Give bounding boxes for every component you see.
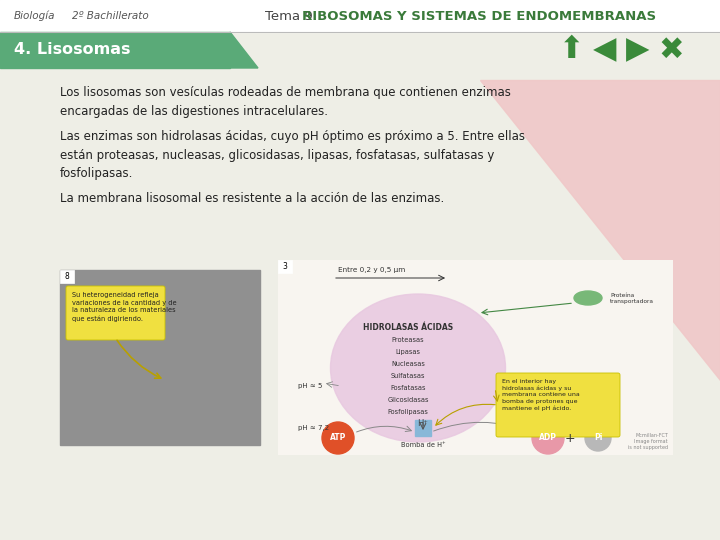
Text: Lipasas: Lipasas	[395, 349, 420, 355]
Text: +: +	[564, 431, 575, 444]
Text: ◀: ◀	[593, 36, 617, 64]
Text: Su heterogeneidad refleja
variaciones de la cantidad y de
la naturaleza de los m: Su heterogeneidad refleja variaciones de…	[72, 292, 176, 322]
Bar	[415, 420, 431, 436]
Text: Nucleasas: Nucleasas	[391, 361, 425, 367]
Text: ▶: ▶	[626, 36, 649, 64]
Ellipse shape	[322, 422, 354, 454]
Text: Biología: Biología	[14, 11, 55, 21]
Text: Entre 0,2 y 0,5 µm: Entre 0,2 y 0,5 µm	[338, 267, 405, 273]
Ellipse shape	[585, 425, 611, 451]
Text: Las enzimas son hidrolasas ácidas, cuyo pH óptimo es próximo a 5. Entre ellas
es: Las enzimas son hidrolasas ácidas, cuyo …	[60, 130, 525, 180]
Bar	[278, 260, 292, 273]
Bar	[60, 270, 74, 283]
Text: ADP: ADP	[539, 434, 557, 442]
Text: Tema 9.: Tema 9.	[265, 10, 321, 23]
Text: ⬆: ⬆	[559, 36, 585, 64]
Text: Bomba de H⁺: Bomba de H⁺	[401, 442, 445, 448]
Text: 3: 3	[282, 262, 287, 271]
FancyBboxPatch shape	[496, 373, 620, 437]
FancyBboxPatch shape	[66, 286, 165, 340]
Ellipse shape	[330, 294, 505, 442]
Text: ✖: ✖	[658, 36, 684, 64]
Text: pH ≈ 7,2: pH ≈ 7,2	[298, 425, 329, 431]
Bar	[0, 0, 720, 32]
Bar	[60, 270, 260, 445]
Text: HIDROLASAS ÁCIDAS: HIDROLASAS ÁCIDAS	[363, 323, 453, 333]
Text: Glicosidasas: Glicosidasas	[387, 397, 428, 403]
Text: Proteína
transportadora: Proteína transportadora	[610, 293, 654, 304]
Ellipse shape	[574, 291, 602, 305]
Text: Los lisosomas son vesículas rodeadas de membrana que contienen enzimas
encargada: Los lisosomas son vesículas rodeadas de …	[60, 86, 511, 118]
Text: ATP: ATP	[330, 434, 346, 442]
Text: Fosfolipasas: Fosfolipasas	[387, 409, 428, 415]
Text: La membrana lisosomal es resistente a la acción de las enzimas.: La membrana lisosomal es resistente a la…	[60, 192, 444, 205]
Text: 8: 8	[65, 272, 69, 281]
Text: Pi: Pi	[594, 434, 602, 442]
Polygon shape	[230, 32, 258, 68]
Text: 2º Bachillerato: 2º Bachillerato	[72, 11, 149, 21]
Text: Fosfatasas: Fosfatasas	[390, 385, 426, 391]
Text: 4. Lisosomas: 4. Lisosomas	[14, 43, 130, 57]
Text: Sulfatasas: Sulfatasas	[391, 373, 426, 379]
Text: En el interior hay
hidrolasas ácidas y su
membrana contiene una
bomba de protone: En el interior hay hidrolasas ácidas y s…	[502, 379, 580, 411]
Bar	[0, 32, 230, 68]
Bar	[278, 260, 673, 455]
Text: Proteasas: Proteasas	[392, 337, 424, 343]
Text: H⁺: H⁺	[418, 418, 428, 428]
Text: RIBOSOMAS Y SISTEMAS DE ENDOMEMBRANAS: RIBOSOMAS Y SISTEMAS DE ENDOMEMBRANAS	[302, 10, 656, 23]
Polygon shape	[480, 80, 720, 380]
Text: pH ≈ 5: pH ≈ 5	[298, 383, 323, 389]
Ellipse shape	[532, 422, 564, 454]
Text: Mcmillan-FCT
Image format
is not supported: Mcmillan-FCT Image format is not support…	[628, 433, 668, 450]
